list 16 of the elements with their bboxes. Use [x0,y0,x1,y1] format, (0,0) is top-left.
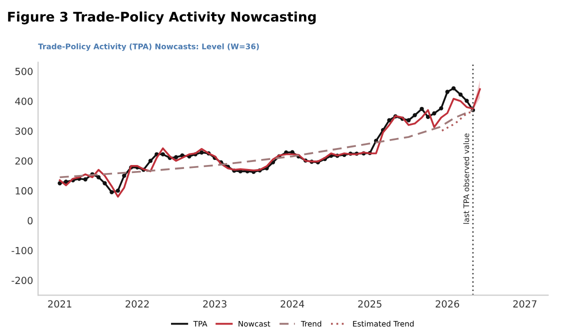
y-tick-label: 400 [15,98,33,105]
x-tick-label: 2024 [280,300,304,308]
y-tick-label: 100 [16,187,33,195]
chart-title: Figure 3 Trade-Policy Activity Nowcasting [8,11,316,24]
y-tick-label: -100 [12,246,33,254]
y-tick-label: 500 [15,68,33,76]
y-tick-label: 0 [28,217,33,224]
y-tick-label: -200 [12,276,33,284]
x-tick-label: 2022 [126,300,149,308]
y-tick-label: 200 [15,157,33,165]
x-tick-label: 2027 [513,300,536,308]
x-tick-label: 2021 [48,300,72,308]
x-tick-label: 2023 [203,300,226,308]
y-tick-label: 300 [15,127,33,135]
x-tick-label: 2025 [358,300,382,308]
x-tick-label: 2026 [436,300,460,308]
